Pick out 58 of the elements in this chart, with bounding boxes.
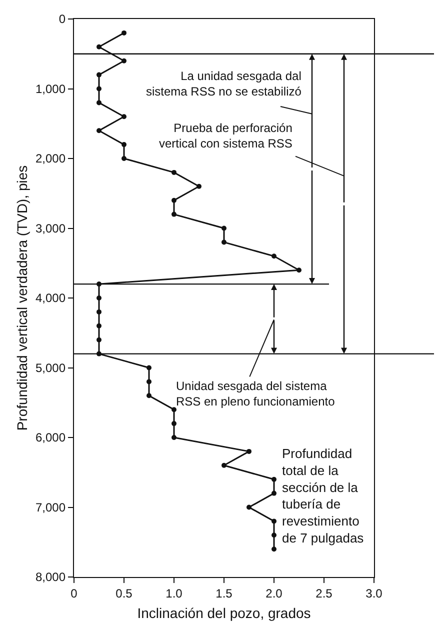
- y-tick-label: 2,000: [35, 152, 66, 166]
- point: [272, 490, 276, 496]
- point: [222, 462, 226, 468]
- x-tick-label: 2.0: [266, 586, 283, 600]
- y-axis-title: Profundidad vertical verdadera (TVD), pies: [14, 165, 30, 431]
- point: [96, 86, 102, 92]
- point: [296, 268, 302, 273]
- x-tick-label: 1.0: [166, 586, 183, 600]
- point: [172, 198, 176, 203]
- y-tick-label: 8,000: [35, 570, 66, 584]
- point: [246, 448, 252, 454]
- point: [122, 58, 126, 64]
- point: [272, 532, 276, 538]
- annotation: Prueba de perforación vertical con sistema RSS: [159, 121, 292, 151]
- point: [96, 44, 102, 50]
- point: [272, 254, 276, 259]
- point: [246, 504, 252, 510]
- point: [122, 156, 126, 161]
- point: [272, 546, 276, 552]
- point: [172, 421, 176, 426]
- y-tick-label: 6,000: [35, 430, 66, 445]
- point: [122, 114, 126, 120]
- y-tick-label: 3,000: [35, 221, 66, 236]
- point: [172, 407, 176, 412]
- point: [222, 226, 226, 231]
- y-tick-label: 0: [58, 12, 66, 26]
- point: [146, 379, 152, 384]
- point: [146, 365, 152, 370]
- annotation: La unidad sesgada dal sistema RSS no se estabilizó: [146, 69, 302, 99]
- y-tick-label: 1,000: [35, 82, 66, 96]
- point: [196, 184, 202, 189]
- x-axis-title: Inclinación del pozo, grados: [137, 604, 311, 621]
- point: [272, 476, 276, 482]
- point: [172, 170, 176, 175]
- point: [122, 30, 126, 36]
- point: [96, 296, 102, 300]
- point: [96, 337, 102, 342]
- point: [96, 100, 102, 106]
- point: [96, 323, 102, 328]
- y-tick-label: 7,000: [35, 500, 66, 514]
- point: [96, 309, 102, 314]
- x-tick-label: 0.5: [116, 586, 133, 600]
- y-tick-label: 5,000: [35, 360, 66, 375]
- point: [272, 518, 276, 524]
- point: [222, 240, 226, 245]
- point: [172, 435, 176, 440]
- x-tick-label: 2.5: [316, 586, 333, 600]
- y-tick-label: 4,000: [35, 291, 66, 306]
- x-tick-label: 3.0: [366, 586, 383, 600]
- x-tick-label: 1.5: [216, 586, 233, 600]
- point: [146, 393, 152, 398]
- annotation: Unidad sesgada del sistema RSS en pleno funcionamiento: [176, 379, 336, 409]
- x-tick-label: 0: [70, 586, 78, 600]
- annotation: Profundidad total de la sección de la tubería de revestimiento de 7 pulgadas: [282, 446, 364, 546]
- point: [172, 212, 176, 217]
- point: [96, 72, 102, 78]
- point: [122, 142, 126, 148]
- point: [96, 128, 102, 134]
